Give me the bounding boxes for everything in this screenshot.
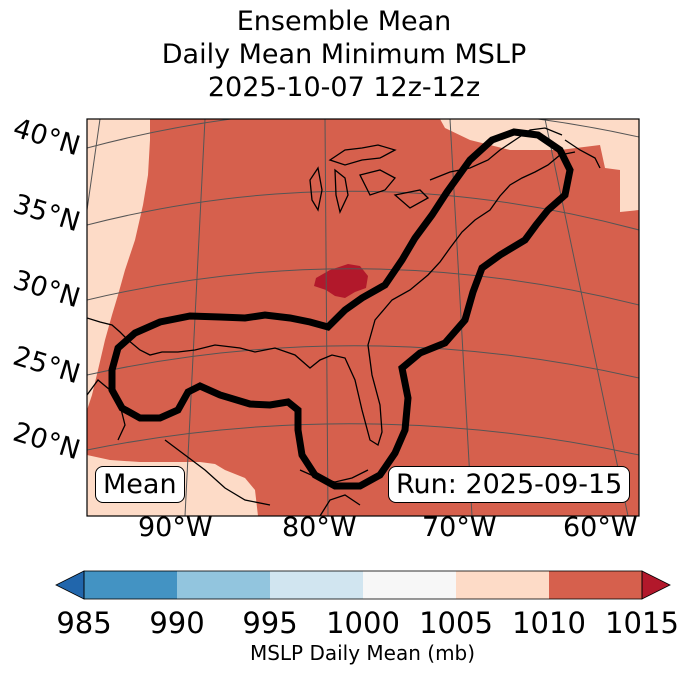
graticule [87,119,639,516]
colorbar-bin-990-995 [177,571,270,599]
lon-label-60w: 60°W [563,512,638,543]
colorbar-tick-1010: 1010 [512,606,586,640]
colorbar-tick-1015: 1015 [605,606,679,640]
run-date-box: Run: 2025-09-15 [388,466,631,503]
colorbar-label: MSLP Daily Mean (mb) [249,641,476,665]
lon-label-90w: 90°W [138,512,213,543]
colorbar-bin-1000-1005 [363,571,456,599]
colorbar-tick-1000: 1000 [326,606,400,640]
colorbar-overflow-arrow [641,570,671,600]
lon-label-70w: 70°W [422,512,497,543]
colorbar-bin-995-1000 [270,571,363,599]
map-frame [86,118,640,517]
colorbar-tick-995: 995 [242,606,298,640]
pressure-field-above-1015 [314,264,368,298]
colorbar-underflow-arrow [55,570,85,600]
colorbar-bin-1005-1010 [456,571,549,599]
colorbar-bin-985-990 [84,571,177,599]
title-line-2: Daily Mean Minimum MSLP [161,39,527,70]
lon-label-80w: 80°W [282,512,357,543]
ensemble-mean-contour [108,128,574,490]
pressure-field-1005-1010-west [87,119,150,410]
title-line-3: 2025-10-07 12z-12z [207,72,481,103]
colorbar-bin-1010-1015 [549,571,642,599]
title-line-1: Ensemble Mean [236,6,452,37]
colorbar-tick-985: 985 [56,606,112,640]
colorbar-tick-990: 990 [149,606,205,640]
colorbar-frame [83,570,643,600]
colorbar-tick-1005: 1005 [419,606,493,640]
mean-box: Mean [95,466,185,503]
